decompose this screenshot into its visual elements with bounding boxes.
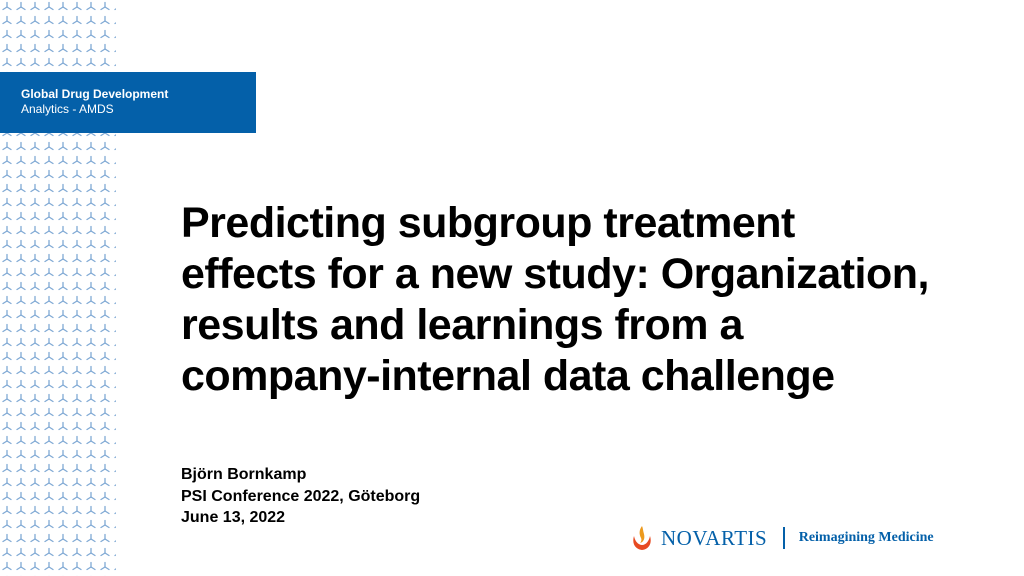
brand-name: NOVARTIS [661, 525, 768, 550]
department-subunit: Analytics - AMDS [21, 102, 114, 116]
flame-icon [633, 526, 651, 550]
author-name: Björn Bornkamp [181, 466, 307, 483]
slide-title: Predicting subgroup treatment effects fo… [181, 199, 929, 400]
presentation-info: Björn Bornkamp PSI Conference 2022, Göte… [181, 464, 420, 529]
event-name: PSI Conference 2022, Göteborg [181, 487, 421, 505]
novartis-logo: NOVARTIS Reimagining Medicine [631, 520, 934, 556]
department-name: Global Drug Development [21, 87, 169, 101]
department-banner: Global Drug Development Analytics - AMDS [0, 72, 256, 133]
presentation-date: June 13, 2022 [181, 509, 286, 526]
brand-tagline: Reimagining Medicine [798, 530, 934, 545]
logo-divider [783, 527, 785, 549]
